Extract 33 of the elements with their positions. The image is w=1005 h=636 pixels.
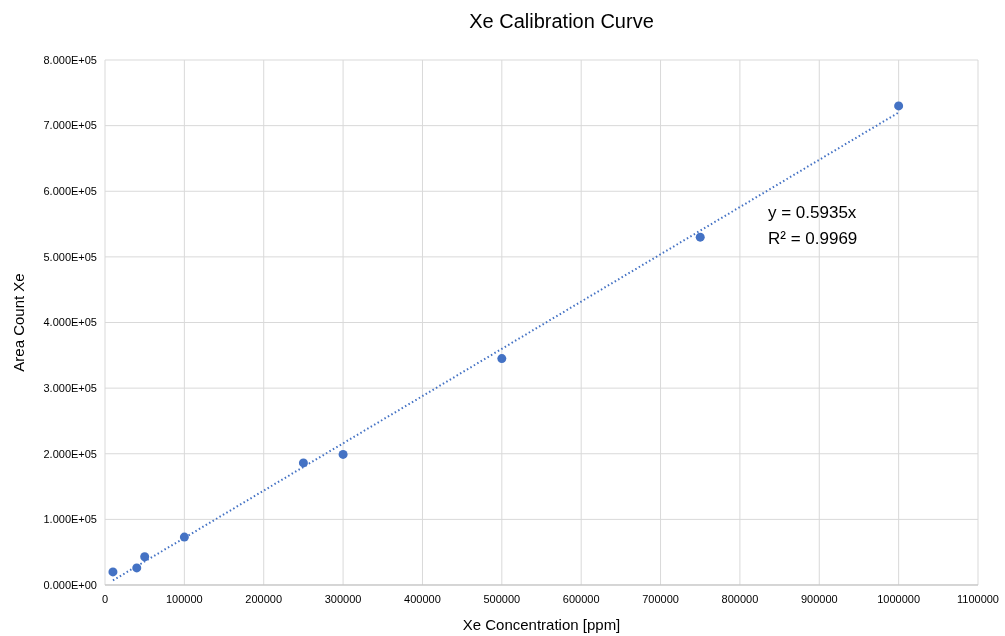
annotation: y = 0.5935x <box>768 203 857 222</box>
y-tick-label: 8.000E+05 <box>43 53 97 66</box>
x-axis-title: Xe Concentration [ppm] <box>462 616 621 633</box>
chart-title: Xe Calibration Curve <box>469 10 654 32</box>
point <box>497 354 507 364</box>
point <box>140 552 150 562</box>
x-tick-label: 900000 <box>800 593 838 605</box>
y-tick-label: 6.000E+05 <box>43 185 97 198</box>
point <box>298 458 308 468</box>
x-tick-label: 400000 <box>404 593 441 605</box>
y-tick-label: 4.000E+05 <box>43 316 97 329</box>
y-tick-label: 7.000E+05 <box>43 119 97 132</box>
x-tick-label: 0 <box>101 593 109 605</box>
point <box>108 567 118 577</box>
x-tick-label: 100000 <box>166 593 203 605</box>
y-axis-title: Area Count Xe <box>10 273 27 372</box>
y-tick-label: 1.000E+05 <box>43 513 97 526</box>
point <box>695 232 705 242</box>
y-tick-label: 2.000E+05 <box>43 447 97 460</box>
y-tick-label: 3.000E+05 <box>43 381 97 394</box>
x-tick-label: 1100000 <box>956 593 1000 605</box>
annotation: R² = 0.9969 <box>768 229 858 248</box>
y-tick-label: 0.000E+00 <box>43 578 97 591</box>
y-tick-label: 5.000E+05 <box>43 250 97 263</box>
x-tick-label: 500000 <box>483 593 521 605</box>
x-tick-label: 600000 <box>562 593 600 605</box>
point <box>338 449 348 459</box>
point <box>894 101 904 111</box>
x-tick-label: 300000 <box>324 593 362 605</box>
x-tick-label: 700000 <box>642 593 679 605</box>
x-tick-label: 200000 <box>245 593 283 605</box>
x-tick-label: 1000000 <box>877 593 921 605</box>
x-tick-label: 800000 <box>721 593 759 605</box>
